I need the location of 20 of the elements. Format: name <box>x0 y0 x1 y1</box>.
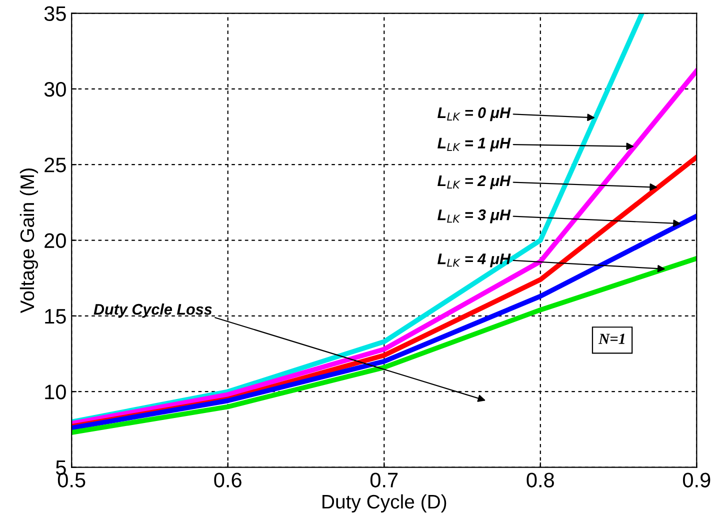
x-tick-label: 0.5 <box>58 472 86 488</box>
x-tick-label: 0.8 <box>526 472 554 488</box>
y-axis-title: Voltage Gain (M) <box>20 168 38 314</box>
y-tick-label: 15 <box>45 309 66 324</box>
y-tick-label: 25 <box>44 158 66 172</box>
annotation: L$_{LK}$ = 3 μH <box>438 209 511 224</box>
y-tick-label: 20 <box>44 233 66 248</box>
annotation: L$_{LK}$ = 1 μH <box>438 138 511 152</box>
x-tick-label: 0.7 <box>370 472 398 488</box>
annotation: Duty Cycle Loss <box>94 304 212 318</box>
x-tick-label: 0.6 <box>214 472 242 488</box>
x-axis-title: Duty Cycle (D) <box>322 494 446 512</box>
y-tick-label: 30 <box>44 82 66 97</box>
x-tick-label: 0.9 <box>683 472 710 488</box>
annotation: L$_{LK}$ = 2 μH <box>438 175 511 190</box>
annotation: N=1 <box>598 334 624 344</box>
y-tick-label: 10 <box>45 384 66 400</box>
y-tick-label: 35 <box>44 6 66 22</box>
annotation: L$_{LK}$ = 0 μH <box>438 107 511 122</box>
line-series <box>72 68 697 426</box>
